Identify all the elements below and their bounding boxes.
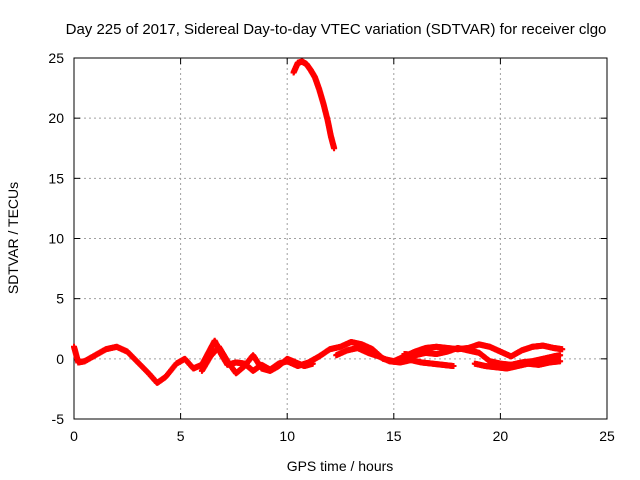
y-tick-label: 5	[56, 291, 64, 307]
data-point	[450, 363, 457, 370]
grid-lines	[74, 58, 607, 419]
data-point	[557, 352, 564, 359]
y-tick-label: 20	[48, 110, 64, 126]
x-tick-label: 10	[279, 428, 295, 444]
axis-ticks: 0 5 10 15 20 25 -5 0 5 10 15 20 25	[48, 50, 615, 444]
y-axis-label: SDTVAR / TECUs	[5, 182, 21, 294]
chart-title: Day 225 of 2017, Sidereal Day-to-day VTE…	[66, 21, 607, 38]
data-point	[559, 346, 566, 353]
data-point	[557, 358, 564, 365]
x-axis-label: GPS time / hours	[287, 458, 394, 474]
x-tick-label: 5	[177, 428, 185, 444]
y-tick-label: 10	[48, 231, 64, 247]
x-tick-label: 20	[493, 428, 509, 444]
x-tick-label: 15	[386, 428, 402, 444]
data-point	[309, 360, 316, 367]
y-tick-label: 0	[56, 351, 64, 367]
data-point	[331, 145, 338, 152]
y-tick-label: -5	[52, 411, 65, 427]
y-tick-label: 25	[48, 50, 64, 66]
x-tick-label: 25	[599, 428, 615, 444]
y-tick-label: 15	[48, 170, 64, 186]
data-points	[71, 58, 566, 386]
x-tick-label: 0	[70, 428, 78, 444]
